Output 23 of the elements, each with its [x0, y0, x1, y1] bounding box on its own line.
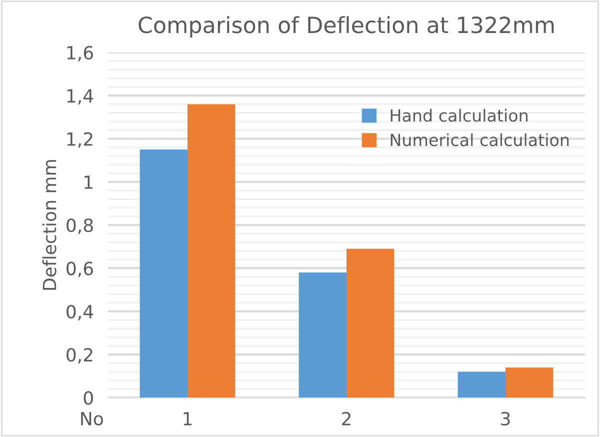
y-tick-label: 0,2	[66, 348, 92, 364]
x-tick-label: 1	[184, 412, 192, 426]
x-tick-label: 3	[501, 412, 510, 426]
bar	[140, 150, 188, 398]
y-tick-label: 1,4	[67, 89, 94, 105]
y-tick-label: 1	[84, 176, 92, 189]
y-tick-label: 0,4	[66, 304, 94, 320]
y-axis-title: Deflection mm	[42, 160, 56, 290]
x-tick-label: 2	[342, 412, 350, 426]
bar	[346, 248, 394, 398]
legend-label: Numerical calculation	[390, 133, 569, 146]
y-tick-label: 1,2	[67, 132, 92, 148]
x-axis-title: No	[81, 412, 103, 426]
bar	[188, 104, 236, 398]
bar	[458, 372, 506, 398]
y-tick-label: 0	[84, 391, 93, 405]
y-tick-label: 1,6	[67, 46, 93, 62]
chart-title: Comparison of Deflection at 1322mm	[138, 16, 554, 38]
legend-label: Hand calculation	[390, 108, 528, 122]
bar	[506, 367, 554, 398]
y-tick-label: 0,8	[66, 218, 93, 234]
bar	[298, 272, 346, 398]
y-tick-label: 0,6	[66, 262, 93, 278]
